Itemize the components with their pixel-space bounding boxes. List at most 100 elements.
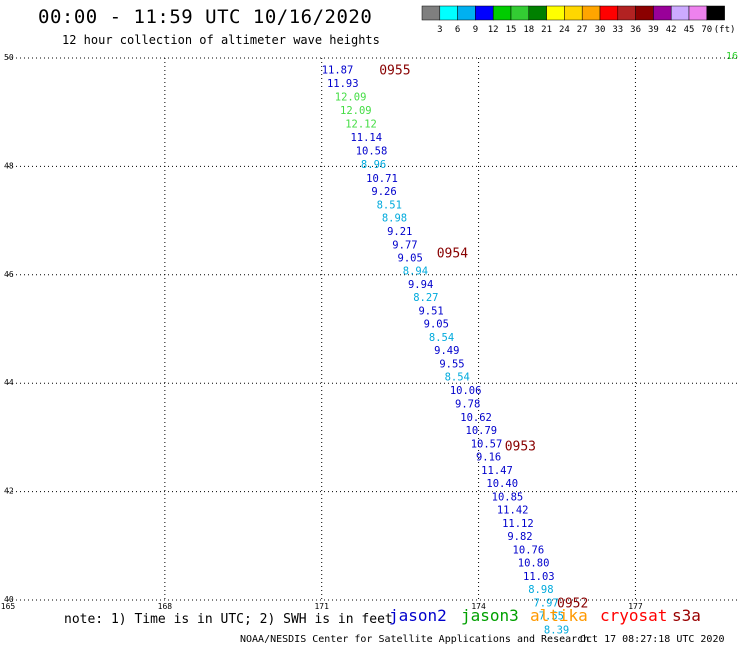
legend-swatch [688,5,708,21]
legend-label: 36 [630,25,641,35]
data-point: 10.79 [466,425,498,437]
legend-swatch [599,5,619,21]
data-point: 9.21 [387,226,412,238]
legend-swatch [670,5,690,21]
data-point: 11.12 [502,518,534,530]
data-point: 9.55 [439,359,464,371]
legend-swatch [528,5,547,21]
y-tick-label: 46 [4,270,14,279]
data-point: 12.09 [335,91,367,103]
legend-label: 3 [437,25,442,35]
chart-title: 00:00 - 11:59 UTC 10/16/2020 [38,6,373,28]
legend-altika: altika [530,606,588,625]
data-point: 9.77 [392,239,417,251]
corner-label: 16 [726,51,739,62]
legend-label: 15 [506,25,517,35]
legend-swatch [510,5,530,21]
data-point: 10.80 [518,558,550,570]
data-point: 10.06 [450,385,482,397]
y-tick-label: 44 [4,378,14,387]
data-point: 8.51 [377,199,402,211]
legend-swatch [439,5,458,21]
x-tick-label: 171 [314,602,329,611]
data-point: 11.14 [350,132,382,144]
data-point: 8.54 [445,372,470,384]
time-label: 0952 [557,597,588,612]
data-point: 10.58 [356,146,388,158]
legend-label: 42 [666,25,677,35]
x-tick-label: 168 [158,602,173,611]
legend-label: 30 [595,25,606,35]
legend-swatch [706,5,725,21]
legend-label: 45 [684,25,695,35]
legend-label: 27 [577,25,588,35]
data-point: 8.96 [361,159,386,171]
data-point: 11.93 [327,78,359,90]
legend-swatch [492,5,512,21]
data-point: 9.05 [398,252,423,264]
legend-label: 12 [488,25,499,35]
data-point: 10.40 [486,478,518,490]
legend-swatch [475,5,494,21]
legend-label: 21 [541,25,552,35]
time-label: 0955 [379,63,410,78]
x-tick-label: 165 [1,602,16,611]
data-point: 8.27 [413,292,438,304]
legend-swatch [581,5,601,21]
y-tick-label: 40 [4,595,14,604]
data-point: 11.87 [322,64,354,76]
legend-swatch [546,5,565,21]
y-tick-label: 42 [4,487,14,496]
legend-swatch [653,5,672,21]
data-point: 8.98 [528,584,553,596]
data-point: 10.71 [366,173,398,185]
footer-generated: Oct 17 08:27:18 UTC 2020 [580,634,725,645]
data-point: 10.57 [471,438,503,450]
legend-label: 6 [455,25,460,35]
data-point: 10.85 [492,491,524,503]
data-point: 11.47 [481,465,513,477]
data-point: 9.51 [418,306,443,318]
data-point: 12.09 [340,105,372,117]
legend-jason2: jason2 [389,606,447,625]
data-point: 9.05 [424,319,449,331]
legend-jason3: jason3 [461,606,519,625]
data-point: 9.82 [507,531,532,543]
data-point: 9.16 [476,451,501,463]
legend-cryosat: cryosat [600,606,668,625]
x-tick-label: 174 [471,602,486,611]
chart-subtitle: 12 hour collection of altimeter wave hei… [62,33,380,47]
data-point: 9.78 [455,398,480,410]
legend-swatch [617,5,636,21]
legend-s3a: s3a [672,606,701,625]
data-point: 8.54 [429,332,454,344]
legend-label: 24 [559,25,570,35]
legend-label: 39 [648,25,659,35]
data-point: 8.39 [544,624,569,636]
data-point: 7.97 [533,598,558,610]
legend-label: 9 [473,25,478,35]
footer-note: note: 1) Time is in UTC; 2) SWH is in fe… [64,612,393,627]
time-label: 0953 [505,440,536,455]
data-point: 9.94 [408,279,433,291]
x-tick-label: 177 [628,602,643,611]
legend-swatch [635,5,654,21]
y-tick-label: 48 [4,161,14,170]
data-point: 12.12 [345,119,377,131]
footer-credit: NOAA/NESDIS Center for Satellite Applica… [240,634,590,645]
data-point: 11.03 [523,571,555,583]
time-label: 0954 [437,247,468,262]
legend-swatch [457,5,476,21]
data-point: 10.62 [460,412,492,424]
legend-label: 18 [523,25,534,35]
legend-label: 33 [612,25,623,35]
data-point: 9.49 [434,345,459,357]
y-tick-label: 50 [4,53,14,62]
legend-label: (ft) [714,25,736,35]
data-point: 8.94 [403,265,428,277]
data-point: 9.26 [371,186,396,198]
legend-swatch [421,5,441,21]
data-point: 11.42 [497,504,529,516]
data-point: 7.55 [539,611,564,623]
